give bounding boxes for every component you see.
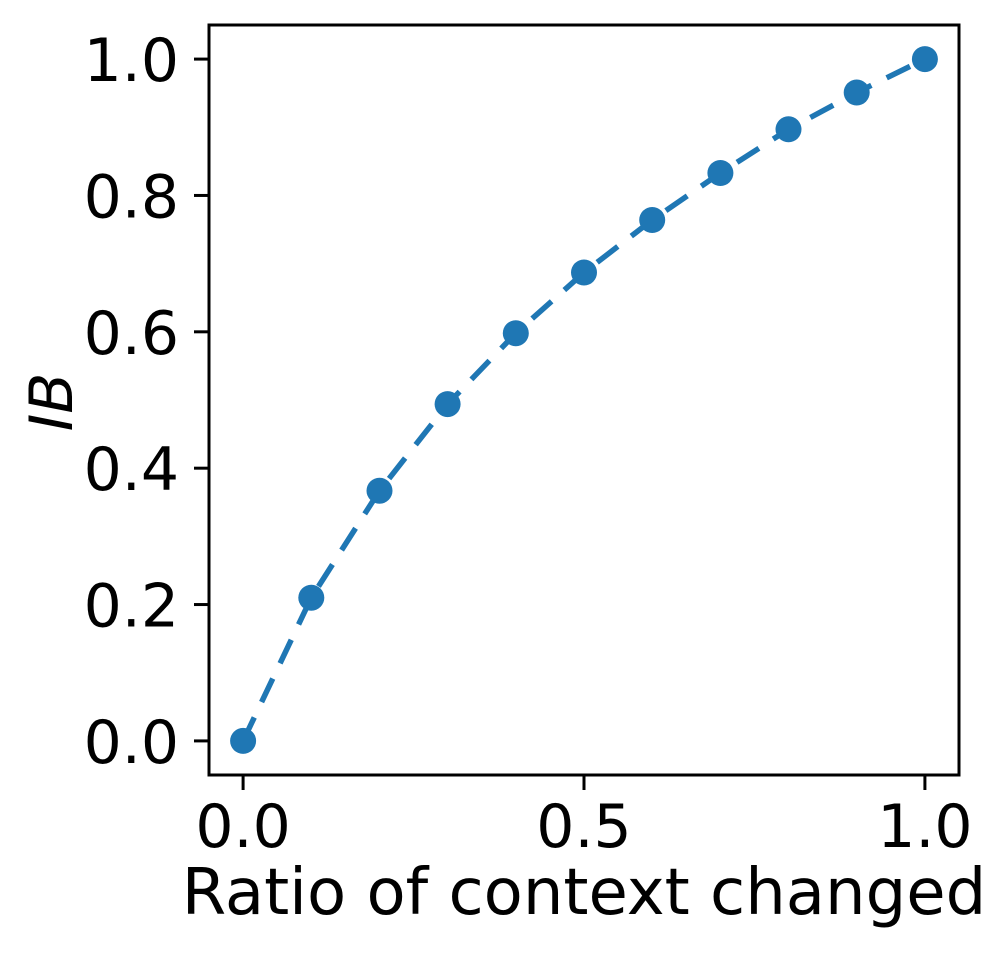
data-point bbox=[434, 391, 461, 418]
y-tick-label: 0.8 bbox=[84, 162, 179, 232]
data-point bbox=[571, 259, 597, 286]
x-tick-label: 1.0 bbox=[877, 792, 972, 862]
data-point bbox=[911, 46, 938, 73]
y-tick-label: 1.0 bbox=[84, 26, 179, 96]
data-point bbox=[366, 477, 393, 504]
y-tick-label: 0.0 bbox=[84, 708, 179, 778]
data-point bbox=[502, 320, 529, 347]
y-axis-label: IB bbox=[17, 373, 87, 432]
x-tick-label: 0.5 bbox=[536, 792, 631, 862]
x-axis-label: Ratio of context changed bbox=[182, 856, 986, 930]
y-tick-label: 0.4 bbox=[84, 435, 179, 505]
data-line bbox=[240, 56, 927, 743]
data-point bbox=[298, 584, 325, 611]
x-tick-label: 0.0 bbox=[195, 792, 290, 862]
data-point bbox=[843, 79, 870, 106]
data-point bbox=[230, 727, 257, 754]
y-tick-label: 0.6 bbox=[84, 299, 179, 369]
data-point bbox=[639, 207, 666, 233]
data-point bbox=[775, 116, 802, 143]
y-tick-label: 0.2 bbox=[84, 572, 179, 642]
data-point bbox=[707, 160, 734, 186]
